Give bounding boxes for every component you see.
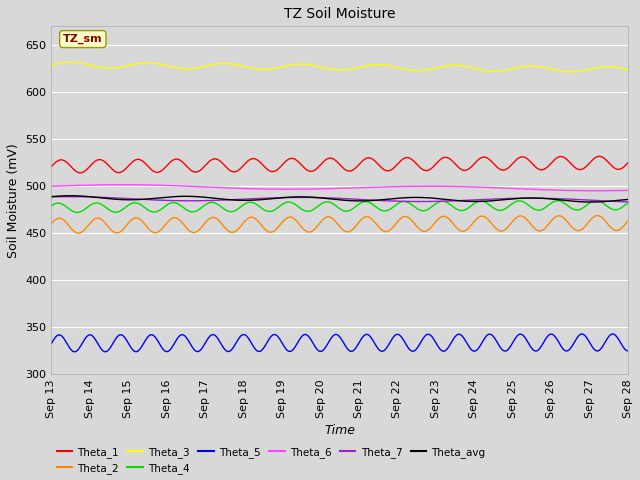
Theta_6 [388, 184, 396, 190]
Theta_1 [76, 170, 84, 176]
Theta_7 [175, 198, 182, 204]
Theta_2 [594, 213, 602, 218]
Theta_5 [47, 340, 55, 346]
Theta_1 [624, 160, 632, 166]
Theta_7 [200, 198, 207, 204]
Theta_2 [624, 218, 632, 224]
Theta_3 [66, 60, 74, 65]
Theta_avg [388, 196, 396, 202]
Theta_avg [332, 196, 340, 202]
Theta_2 [388, 226, 396, 231]
Theta_6 [445, 183, 452, 189]
Theta_3 [573, 69, 580, 74]
Theta_6 [592, 188, 600, 193]
Theta_avg [572, 199, 580, 204]
Theta_1 [572, 166, 580, 171]
Theta_1 [175, 156, 182, 162]
Theta_2 [47, 221, 55, 227]
Theta_3 [388, 63, 396, 69]
Theta_4 [175, 202, 182, 207]
Y-axis label: Soil Moisture (mV): Soil Moisture (mV) [7, 143, 20, 258]
Theta_5 [175, 334, 182, 339]
Line: Theta_4: Theta_4 [51, 201, 628, 213]
Theta_4 [47, 203, 55, 208]
Theta_avg [175, 193, 182, 199]
Theta_5 [388, 336, 396, 342]
Theta_avg [445, 197, 452, 203]
Theta_7 [388, 198, 396, 204]
Line: Theta_7: Theta_7 [51, 197, 628, 202]
Theta_1 [388, 167, 396, 172]
Text: TZ_sm: TZ_sm [63, 34, 102, 44]
Theta_7 [572, 196, 580, 202]
Theta_3 [624, 67, 632, 72]
Theta_6 [118, 182, 126, 188]
Theta_6 [572, 188, 580, 193]
Theta_5 [572, 336, 580, 342]
Theta_2 [572, 228, 580, 233]
Theta_4 [73, 210, 81, 216]
Theta_4 [592, 198, 600, 204]
Theta_6 [332, 186, 340, 192]
Line: Theta_avg: Theta_avg [51, 196, 628, 202]
Theta_7 [445, 198, 452, 204]
Theta_1 [200, 164, 207, 170]
Theta_2 [175, 216, 182, 222]
Theta_1 [595, 154, 603, 159]
Theta_avg [66, 193, 74, 199]
Theta_5 [71, 349, 79, 355]
Theta_4 [332, 203, 340, 209]
Theta_7 [66, 194, 74, 200]
Theta_1 [47, 164, 55, 169]
Theta_5 [200, 343, 207, 348]
Title: TZ Soil Moisture: TZ Soil Moisture [284, 7, 396, 21]
Theta_2 [75, 230, 83, 236]
Theta_3 [200, 63, 207, 69]
X-axis label: Time: Time [324, 423, 355, 437]
Theta_6 [624, 188, 632, 193]
Theta_1 [332, 158, 340, 164]
Theta_2 [332, 219, 340, 225]
Theta_7 [47, 194, 55, 200]
Theta_6 [47, 183, 55, 189]
Theta_1 [445, 156, 452, 161]
Line: Theta_2: Theta_2 [51, 216, 628, 233]
Theta_3 [445, 63, 452, 69]
Theta_2 [445, 216, 452, 222]
Theta_4 [200, 203, 207, 209]
Line: Theta_3: Theta_3 [51, 62, 628, 72]
Theta_7 [332, 195, 340, 201]
Theta_3 [332, 67, 340, 73]
Theta_avg [588, 199, 595, 205]
Theta_5 [624, 348, 632, 354]
Theta_4 [572, 207, 580, 213]
Line: Theta_1: Theta_1 [51, 156, 628, 173]
Theta_4 [388, 205, 396, 211]
Theta_3 [175, 65, 182, 71]
Theta_3 [47, 62, 55, 68]
Theta_5 [445, 344, 452, 350]
Theta_4 [624, 200, 632, 205]
Theta_6 [175, 183, 182, 189]
Theta_5 [609, 331, 617, 337]
Line: Theta_5: Theta_5 [51, 334, 628, 352]
Theta_7 [624, 199, 632, 205]
Legend: Theta_1, Theta_2, Theta_3, Theta_4, Theta_5, Theta_6, Theta_7, Theta_avg: Theta_1, Theta_2, Theta_3, Theta_4, Thet… [57, 446, 486, 474]
Theta_avg [200, 194, 207, 200]
Theta_4 [445, 201, 452, 206]
Theta_avg [47, 194, 55, 200]
Theta_avg [624, 196, 632, 202]
Theta_6 [200, 184, 207, 190]
Theta_3 [567, 69, 575, 75]
Theta_2 [200, 222, 207, 228]
Theta_5 [332, 332, 340, 337]
Line: Theta_6: Theta_6 [51, 185, 628, 191]
